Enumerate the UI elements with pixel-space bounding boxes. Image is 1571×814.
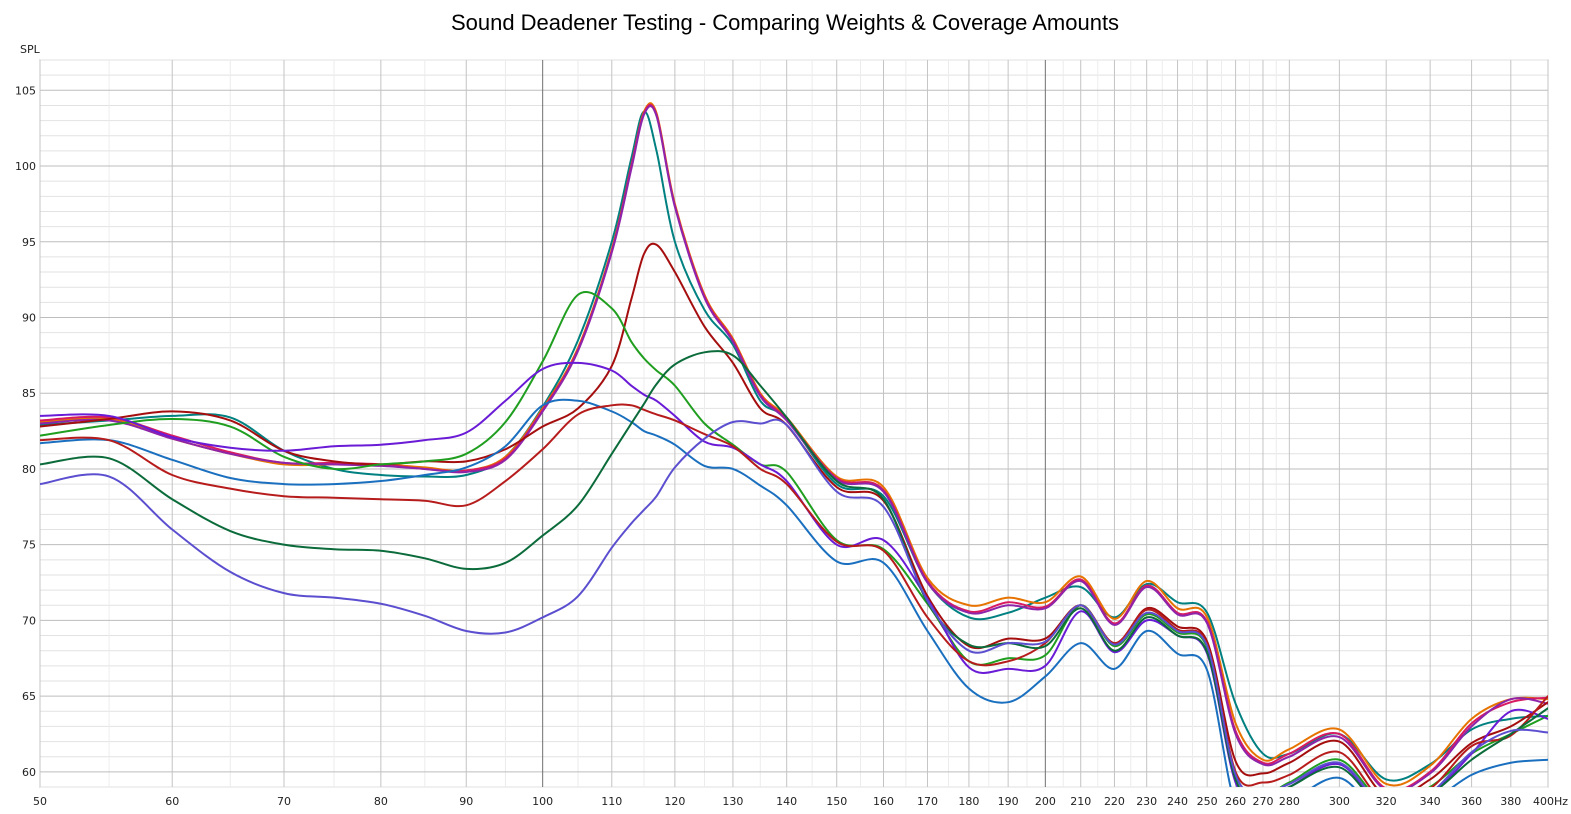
y-tick-label: 90 (22, 311, 36, 324)
y-axis-label: SPL (20, 43, 41, 56)
y-tick-label: 95 (22, 236, 36, 249)
y-tick-label: 80 (22, 463, 36, 476)
x-tick-label: 60 (165, 795, 179, 808)
x-tick-label: 130 (722, 795, 743, 808)
chart-title: Sound Deadener Testing - Comparing Weigh… (451, 10, 1119, 35)
x-tick-label: 90 (459, 795, 473, 808)
y-tick-labels: 60 65 70 75 80 85 90 95 100 105 (15, 84, 36, 779)
major-gridlines (39, 60, 1549, 787)
x-tick-label: 160 (873, 795, 894, 808)
y-tick-label: 65 (22, 690, 36, 703)
x-tick-label: 320 (1376, 795, 1397, 808)
x-tick-label: 260 (1225, 795, 1246, 808)
series-line-8 (40, 398, 1548, 787)
x-tick-label: 70 (277, 795, 291, 808)
x-tick-label: 190 (998, 795, 1019, 808)
series-line-9 (40, 403, 1548, 787)
x-tick-label: 80 (374, 795, 388, 808)
x-tick-label: 150 (826, 795, 847, 808)
y-tick-label: 85 (22, 387, 36, 400)
x-tick-label: 250 (1197, 795, 1218, 808)
series-line-6 (40, 291, 1548, 787)
x-tick-label: 120 (664, 795, 685, 808)
x-tick-label: 180 (958, 795, 979, 808)
x-tick-label: 270 (1252, 795, 1273, 808)
x-tick-label: 300 (1329, 795, 1350, 808)
x-tick-label: 210 (1070, 795, 1091, 808)
y-tick-label: 75 (22, 539, 36, 552)
x-tick-label: 200 (1035, 795, 1056, 808)
series-line-11 (40, 418, 1548, 787)
x-tick-label: 280 (1279, 795, 1300, 808)
x-tick-labels: 50 60 70 80 90 100 110 120 130 140 150 160 170 180 190… (33, 795, 1568, 808)
x-tick-label: 360 (1461, 795, 1482, 808)
minor-gridlines (40, 59, 1548, 788)
x-tick-label: 110 (601, 795, 622, 808)
x-tick-label: 140 (776, 795, 797, 808)
series-lines (40, 102, 1548, 787)
y-tick-label: 105 (15, 84, 36, 97)
x-tick-label: 50 (33, 795, 47, 808)
y-tick-label: 100 (15, 160, 36, 173)
x-tick-label: 220 (1104, 795, 1125, 808)
y-tick-label: 70 (22, 614, 36, 627)
y-tick-label: 60 (22, 766, 36, 779)
x-tick-label: 100 (532, 795, 553, 808)
x-tick-label: 340 (1420, 795, 1441, 808)
series-line-4 (40, 105, 1548, 787)
x-tick-label: 240 (1167, 795, 1188, 808)
series-line-10 (40, 350, 1548, 787)
x-tick-label: 400Hz (1533, 795, 1568, 808)
x-tick-label: 230 (1136, 795, 1157, 808)
x-tick-label: 380 (1500, 795, 1521, 808)
x-tick-label: 170 (917, 795, 938, 808)
